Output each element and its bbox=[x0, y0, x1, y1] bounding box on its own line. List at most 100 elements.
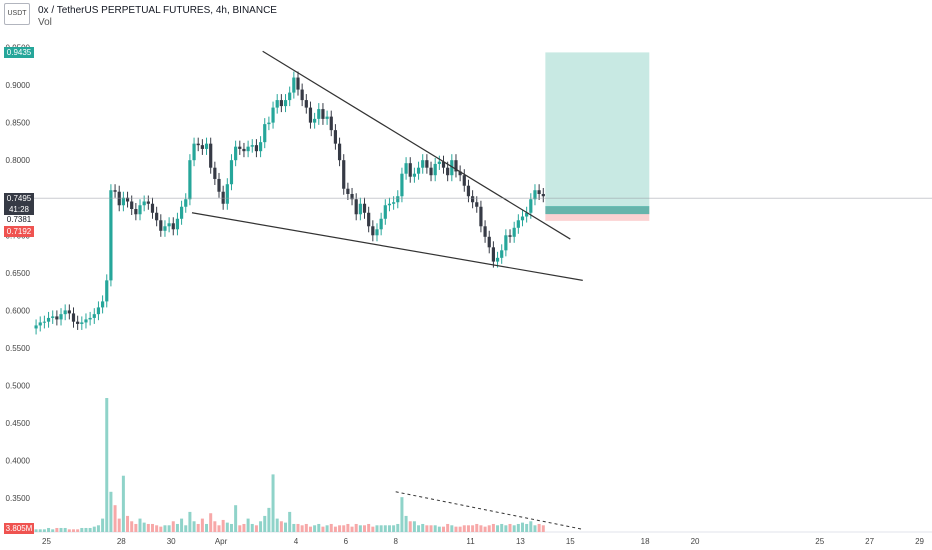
time-axis[interactable]: 25 28 30 Apr 4 6 8 11 13 15 18 20 25 27 29 bbox=[34, 531, 932, 546]
candle-body bbox=[537, 190, 541, 194]
trendline bbox=[262, 50, 571, 240]
volume-bar bbox=[541, 525, 545, 532]
volume-bar bbox=[38, 529, 42, 532]
volume-bar bbox=[121, 475, 125, 532]
volume-bar bbox=[358, 525, 362, 532]
volume-bar bbox=[163, 525, 167, 532]
volume-bar bbox=[367, 523, 371, 532]
volume-bar bbox=[267, 507, 271, 532]
candle-body bbox=[342, 160, 346, 189]
volume-bar bbox=[142, 522, 146, 532]
candle-body bbox=[121, 197, 125, 206]
long-position-tool[interactable] bbox=[545, 52, 650, 221]
time-tick-label: 15 bbox=[566, 537, 575, 546]
candle-body bbox=[508, 235, 512, 237]
volume-bar bbox=[433, 525, 437, 532]
candle-body bbox=[234, 146, 238, 161]
candle-body bbox=[163, 226, 167, 231]
trendlines[interactable] bbox=[191, 50, 583, 281]
time-tick-label: 28 bbox=[117, 537, 126, 546]
target-price-tag: 0.9435 bbox=[4, 47, 34, 59]
candle-body bbox=[34, 325, 38, 329]
candle-body bbox=[329, 116, 333, 131]
time-tick-label: 4 bbox=[294, 537, 299, 546]
filled-zone bbox=[545, 206, 650, 215]
price-axis[interactable]: 0.3500 0.4000 0.4500 0.5000 0.5500 0.6000 0.65… bbox=[6, 44, 31, 504]
volume-bar bbox=[350, 526, 354, 532]
volume-bar bbox=[363, 525, 367, 532]
volume-bar bbox=[529, 521, 533, 532]
volume-bar bbox=[51, 529, 55, 532]
candle-body bbox=[250, 145, 254, 147]
candle-body bbox=[283, 100, 288, 107]
candle-body bbox=[105, 280, 109, 302]
candle-body bbox=[458, 171, 462, 176]
candle-body bbox=[437, 161, 441, 164]
volume-bar bbox=[508, 523, 512, 532]
candle-body bbox=[392, 202, 396, 204]
volume-legend-label: Vol bbox=[38, 17, 52, 28]
volume-bar bbox=[55, 527, 59, 532]
volume-bar bbox=[67, 529, 71, 532]
bar-countdown-tag: 41:28 bbox=[4, 204, 34, 216]
candle-body bbox=[71, 313, 76, 322]
volume-bar bbox=[167, 525, 171, 532]
volume-bar bbox=[259, 521, 263, 532]
volume-bar bbox=[404, 515, 408, 532]
volume-bar bbox=[412, 521, 416, 532]
volume-bar bbox=[263, 515, 267, 532]
candle-body bbox=[333, 130, 338, 144]
candle-body bbox=[504, 235, 508, 251]
volume-bar bbox=[479, 525, 483, 532]
volume-bar bbox=[392, 525, 396, 532]
volume-bar bbox=[105, 398, 109, 532]
candle-body bbox=[125, 197, 130, 202]
symbol-badge[interactable]: USDT bbox=[4, 3, 30, 25]
candle-body bbox=[138, 205, 142, 215]
time-tick-label: 27 bbox=[865, 537, 874, 546]
volume-bar bbox=[47, 527, 51, 532]
volume-bar bbox=[454, 526, 458, 532]
time-tick-label: 25 bbox=[42, 537, 51, 546]
volume-bar bbox=[446, 523, 450, 532]
candle-body bbox=[450, 160, 454, 176]
volume-bar bbox=[209, 513, 213, 532]
candle-body bbox=[529, 199, 533, 213]
volume-bar bbox=[184, 525, 188, 532]
volume-value-tag: 3.805M bbox=[4, 523, 34, 534]
candle-body bbox=[109, 190, 113, 281]
volume-bar bbox=[371, 526, 375, 532]
volume-bar bbox=[504, 525, 508, 532]
volume-bar bbox=[483, 526, 487, 532]
volume-bar bbox=[458, 526, 462, 532]
volume-bar bbox=[516, 523, 520, 532]
volume-bar bbox=[304, 523, 308, 532]
candle-body bbox=[146, 201, 150, 204]
volume-trendline[interactable] bbox=[395, 491, 583, 530]
volume-bar bbox=[471, 525, 475, 532]
volume-bar bbox=[462, 525, 466, 532]
volume-bar bbox=[84, 527, 88, 532]
volume-bar bbox=[408, 521, 412, 532]
volume-bar bbox=[59, 527, 63, 532]
candle-body bbox=[358, 203, 362, 215]
candle-body bbox=[238, 146, 242, 149]
candle-body bbox=[213, 167, 217, 179]
candle-body bbox=[221, 191, 225, 204]
candle-body bbox=[80, 322, 84, 324]
volume-bar bbox=[491, 523, 495, 532]
time-tick-label: 25 bbox=[815, 537, 824, 546]
volume-bar bbox=[71, 529, 75, 532]
volume-bar bbox=[321, 526, 325, 532]
volume-bar bbox=[225, 522, 229, 532]
volume-bar bbox=[338, 525, 342, 532]
volume-bar bbox=[63, 527, 67, 532]
volume-bar bbox=[437, 526, 441, 532]
candle-body bbox=[375, 229, 379, 236]
candle-body bbox=[454, 160, 458, 172]
candle-body bbox=[63, 310, 67, 315]
volume-bar bbox=[325, 525, 329, 532]
candle-body bbox=[325, 116, 329, 119]
candle-body bbox=[383, 205, 387, 219]
